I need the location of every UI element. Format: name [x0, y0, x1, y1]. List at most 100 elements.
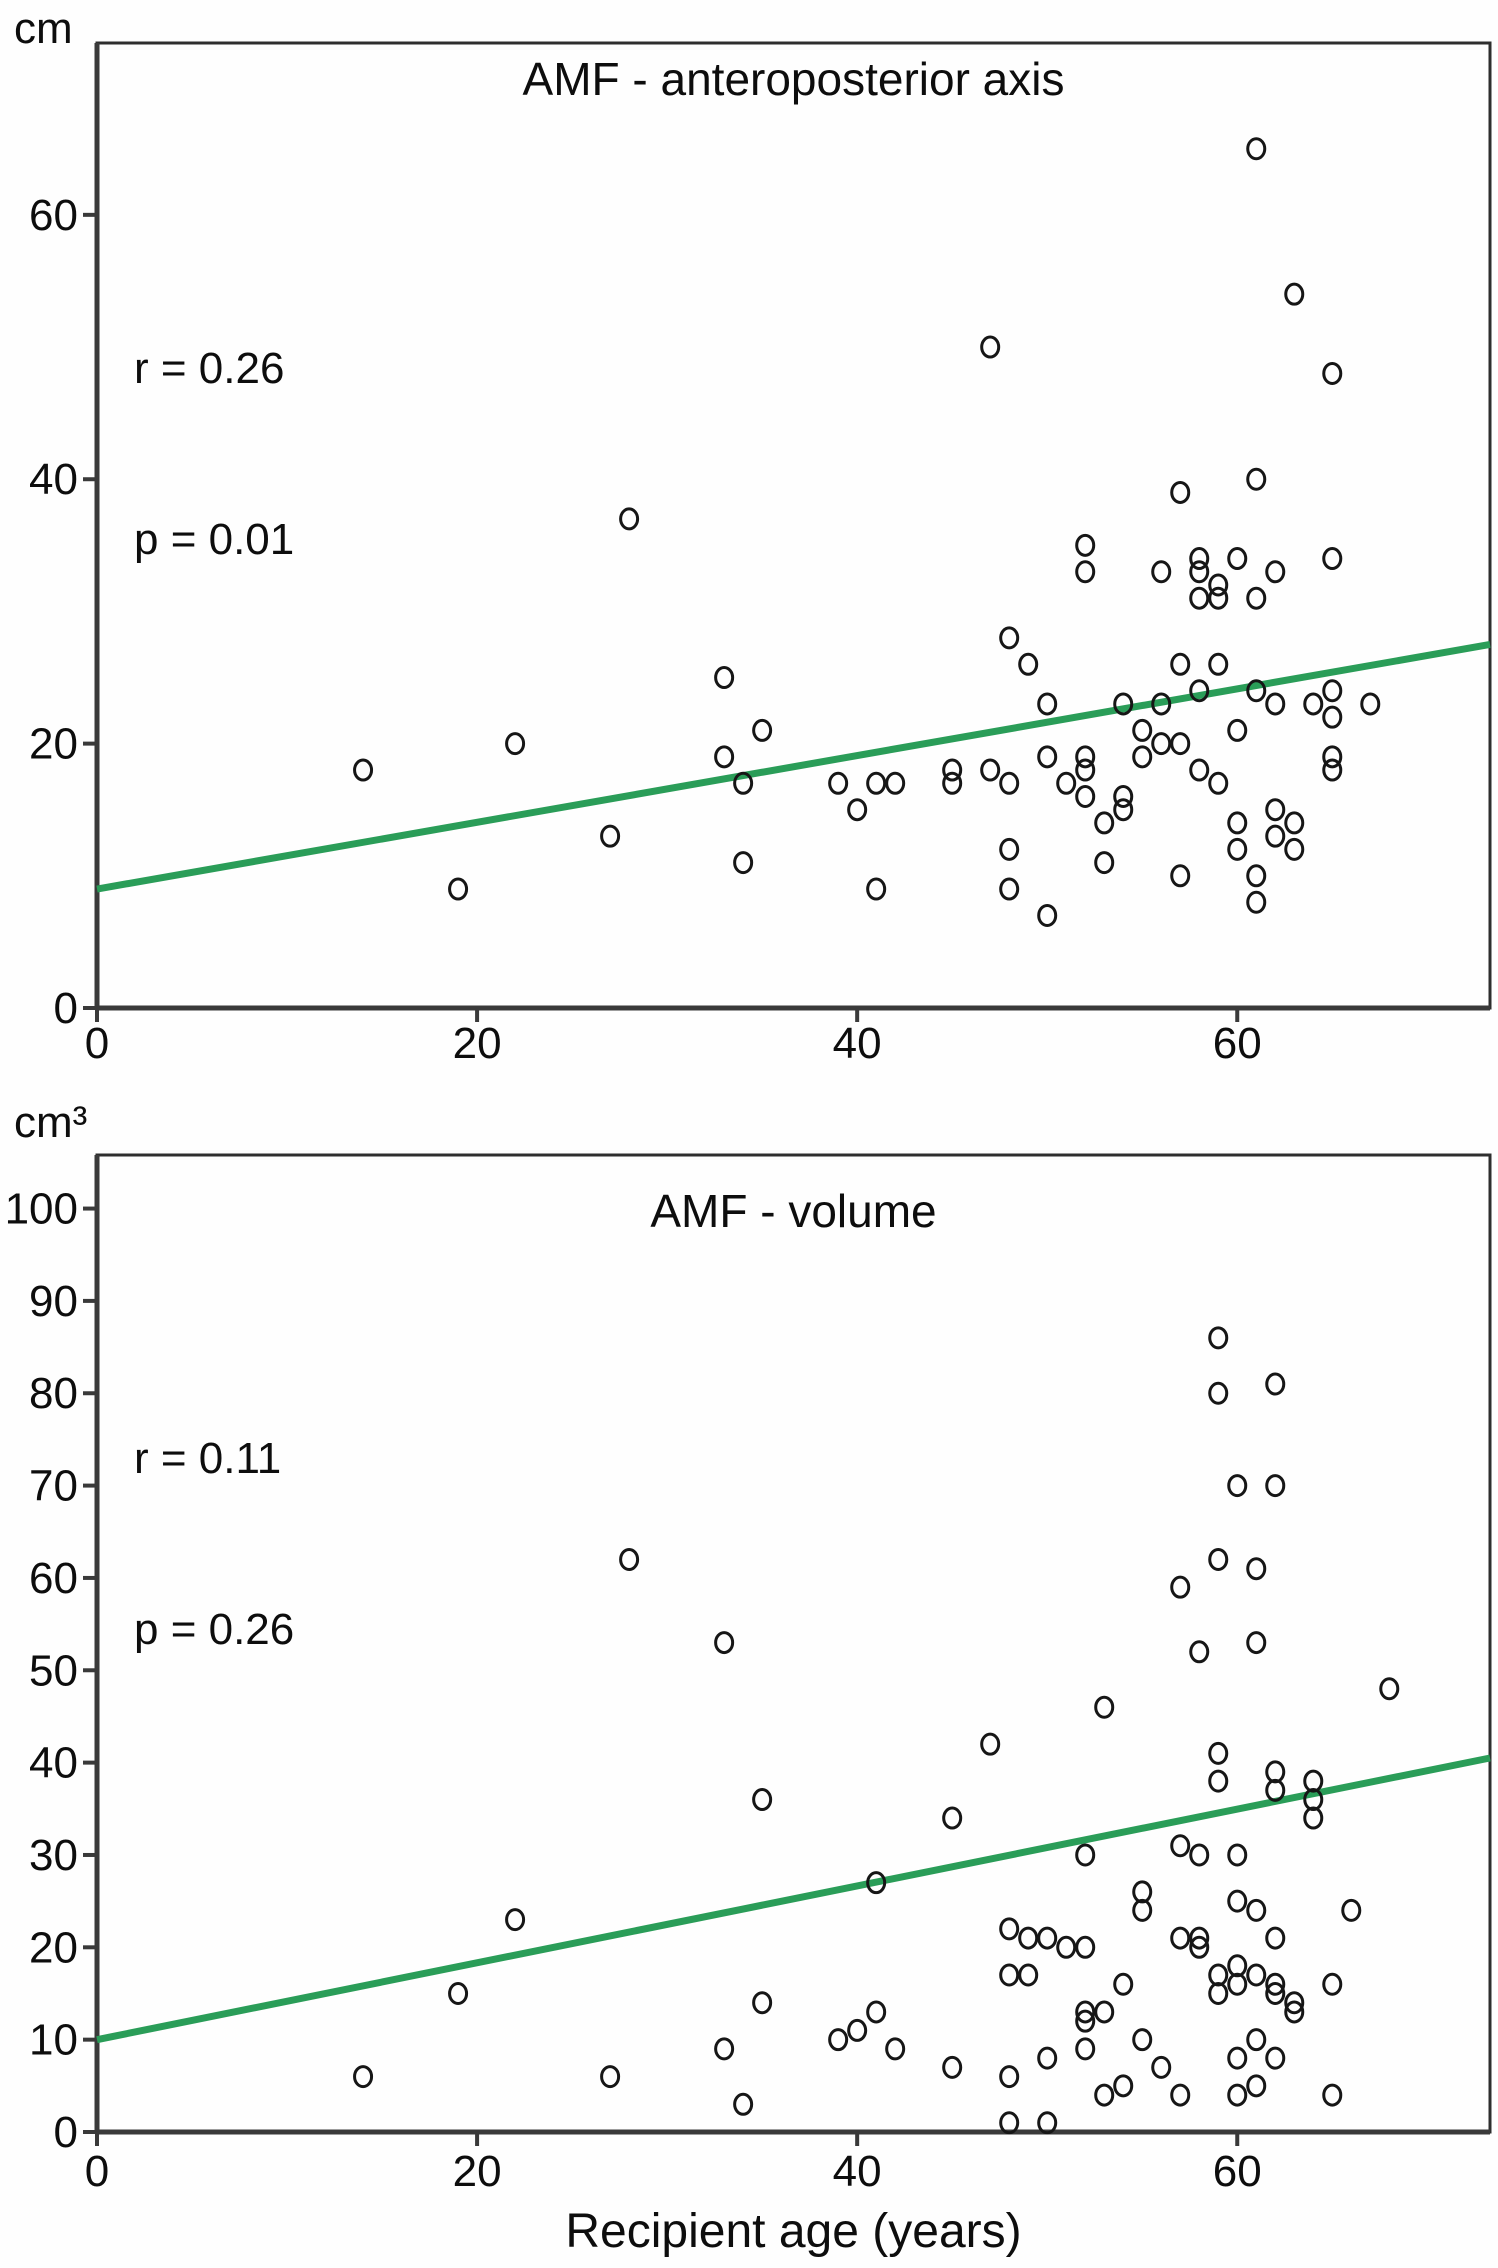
- data-point: [1265, 692, 1286, 716]
- data-point: [1322, 1972, 1343, 1996]
- data-point: [733, 851, 754, 875]
- data-point: [1189, 1926, 1210, 1950]
- data-point: [1189, 758, 1210, 782]
- data-point: [942, 2055, 963, 2079]
- data-point: [1265, 1760, 1286, 1784]
- chart-title-bottom: AMF - volume: [650, 1185, 937, 1237]
- data-point: [1360, 692, 1381, 716]
- data-point: [1208, 1547, 1229, 1571]
- x-tick-label: 60: [1213, 2147, 1262, 2196]
- data-point: [714, 2037, 735, 2061]
- data-point: [1208, 1741, 1229, 1765]
- data-point: [1113, 2074, 1134, 2098]
- data-point: [1303, 1788, 1324, 1812]
- p-value-top: p = 0.01: [134, 515, 295, 564]
- data-point: [1037, 745, 1058, 769]
- y-tick-label: 60: [29, 191, 78, 240]
- y-tick-label: 40: [29, 455, 78, 504]
- data-point: [866, 2000, 887, 2024]
- data-point: [1075, 745, 1096, 769]
- data-point: [1113, 784, 1134, 808]
- data-point: [1075, 2009, 1096, 2033]
- data-point: [1170, 2083, 1191, 2107]
- data-point: [999, 771, 1020, 795]
- data-point: [1132, 1898, 1153, 1922]
- y-tick-label: 30: [29, 1831, 78, 1880]
- data-point: [619, 1547, 640, 1571]
- x-tick-label: 20: [453, 1019, 502, 1068]
- data-point: [1265, 1926, 1286, 1950]
- data-point: [600, 824, 621, 848]
- data-point: [1075, 1843, 1096, 1867]
- data-point: [1151, 732, 1172, 756]
- data-point: [1284, 811, 1305, 835]
- data-point: [1132, 745, 1153, 769]
- data-point: [733, 771, 754, 795]
- data-point: [1189, 1640, 1210, 1664]
- data-point: [980, 335, 1001, 359]
- data-point: [1246, 467, 1267, 491]
- data-point: [942, 771, 963, 795]
- y-unit-label-top: cm: [14, 4, 73, 53]
- data-point: [999, 2111, 1020, 2135]
- data-point: [505, 732, 526, 756]
- data-point: [1094, 851, 1115, 875]
- data-point: [1094, 2083, 1115, 2107]
- data-point: [1208, 1381, 1229, 1405]
- data-point: [942, 758, 963, 782]
- data-point: [619, 507, 640, 531]
- data-point: [1075, 533, 1096, 557]
- data-point: [847, 798, 868, 822]
- data-point: [1322, 547, 1343, 571]
- data-point: [1075, 784, 1096, 808]
- data-point: [828, 2028, 849, 2052]
- data-point: [714, 745, 735, 769]
- data-point: [1303, 692, 1324, 716]
- data-point: [1132, 718, 1153, 742]
- data-point: [1075, 2000, 1096, 2024]
- p-value-bottom: p = 0.26: [134, 1605, 295, 1654]
- data-point: [1341, 1898, 1362, 1922]
- data-point: [1189, 560, 1210, 584]
- data-point: [1208, 1981, 1229, 2005]
- data-point: [1189, 679, 1210, 703]
- data-point: [1246, 1898, 1267, 1922]
- data-point: [828, 771, 849, 795]
- data-point: [1151, 2055, 1172, 2079]
- y-tick-label: 60: [29, 1554, 78, 1603]
- chart-title-top: AMF - anteroposterior axis: [522, 53, 1065, 105]
- data-point: [1265, 1372, 1286, 1396]
- scatter-points: [353, 1326, 1400, 2135]
- x-tick-label: 20: [453, 2147, 502, 2196]
- data-point: [1094, 2000, 1115, 2024]
- data-point: [999, 1963, 1020, 1987]
- x-tick-label: 60: [1213, 1019, 1262, 1068]
- data-point: [866, 877, 887, 901]
- data-point: [1322, 745, 1343, 769]
- data-point: [1018, 652, 1039, 676]
- data-point: [1170, 652, 1191, 676]
- data-point: [1246, 679, 1267, 703]
- data-point: [1208, 1769, 1229, 1793]
- data-point: [1189, 1843, 1210, 1867]
- data-point: [1037, 692, 1058, 716]
- scatter-points: [353, 137, 1381, 927]
- data-point: [1056, 1935, 1077, 1959]
- y-tick-label: 20: [29, 1923, 78, 1972]
- trend-line: [96, 641, 1491, 893]
- data-point: [1037, 1926, 1058, 1950]
- y-tick-label: 80: [29, 1369, 78, 1418]
- y-tick-label: 0: [54, 984, 78, 1033]
- y-tick-label: 40: [29, 1739, 78, 1788]
- y-tick-label: 20: [29, 720, 78, 769]
- data-point: [1056, 771, 1077, 795]
- data-point: [1246, 586, 1267, 610]
- data-point: [1227, 1474, 1248, 1498]
- data-point: [1303, 1806, 1324, 1830]
- data-point: [600, 2065, 621, 2089]
- data-point: [1075, 1935, 1096, 1959]
- data-point: [733, 2092, 754, 2116]
- data-point: [448, 877, 469, 901]
- data-point: [1265, 1474, 1286, 1498]
